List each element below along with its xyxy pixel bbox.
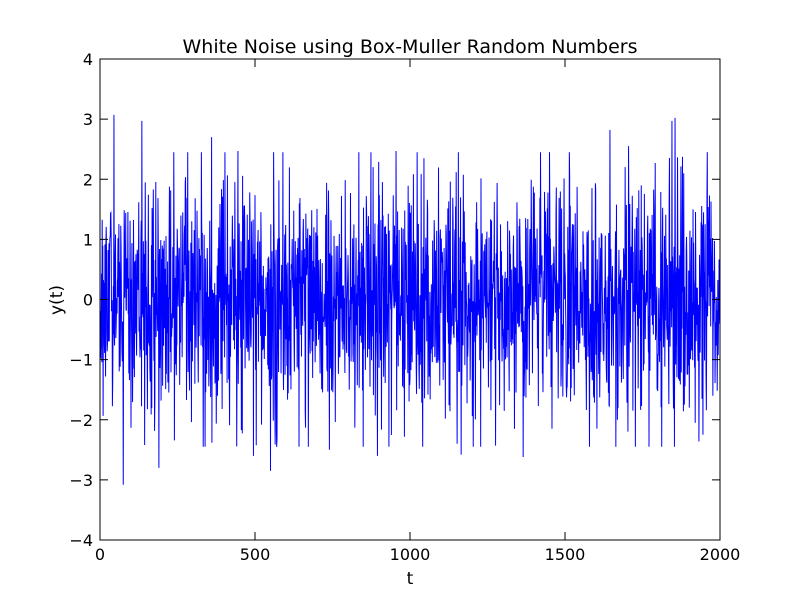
plot-area xyxy=(99,114,721,485)
y-ticks: −4 −3 −2 −1 0 1 2 3 4 xyxy=(69,50,720,550)
y-tick-label: 4 xyxy=(83,50,93,69)
y-tick-label: −1 xyxy=(69,351,93,370)
chart-title: White Noise using Box-Muller Random Numb… xyxy=(182,36,637,58)
y-tick-label: −4 xyxy=(69,531,93,550)
y-tick-label: 3 xyxy=(83,110,93,129)
y-tick-label: −2 xyxy=(69,411,93,430)
y-tick-label: 2 xyxy=(83,170,93,189)
x-tick-label: 1500 xyxy=(545,545,586,564)
x-tick-label: 500 xyxy=(240,545,271,564)
y-tick-label: −3 xyxy=(69,471,93,490)
y-tick-label: 0 xyxy=(83,291,93,310)
x-ticks: 0 500 1000 1500 2000 xyxy=(95,59,740,564)
series-line xyxy=(99,114,721,485)
y-tick-label: 1 xyxy=(83,230,93,249)
x-tick-label: 0 xyxy=(95,545,105,564)
x-tick-label: 2000 xyxy=(700,545,741,564)
y-axis-label: y(t) xyxy=(47,285,67,315)
x-tick-label: 1000 xyxy=(390,545,431,564)
x-axis-label: t xyxy=(407,569,414,589)
